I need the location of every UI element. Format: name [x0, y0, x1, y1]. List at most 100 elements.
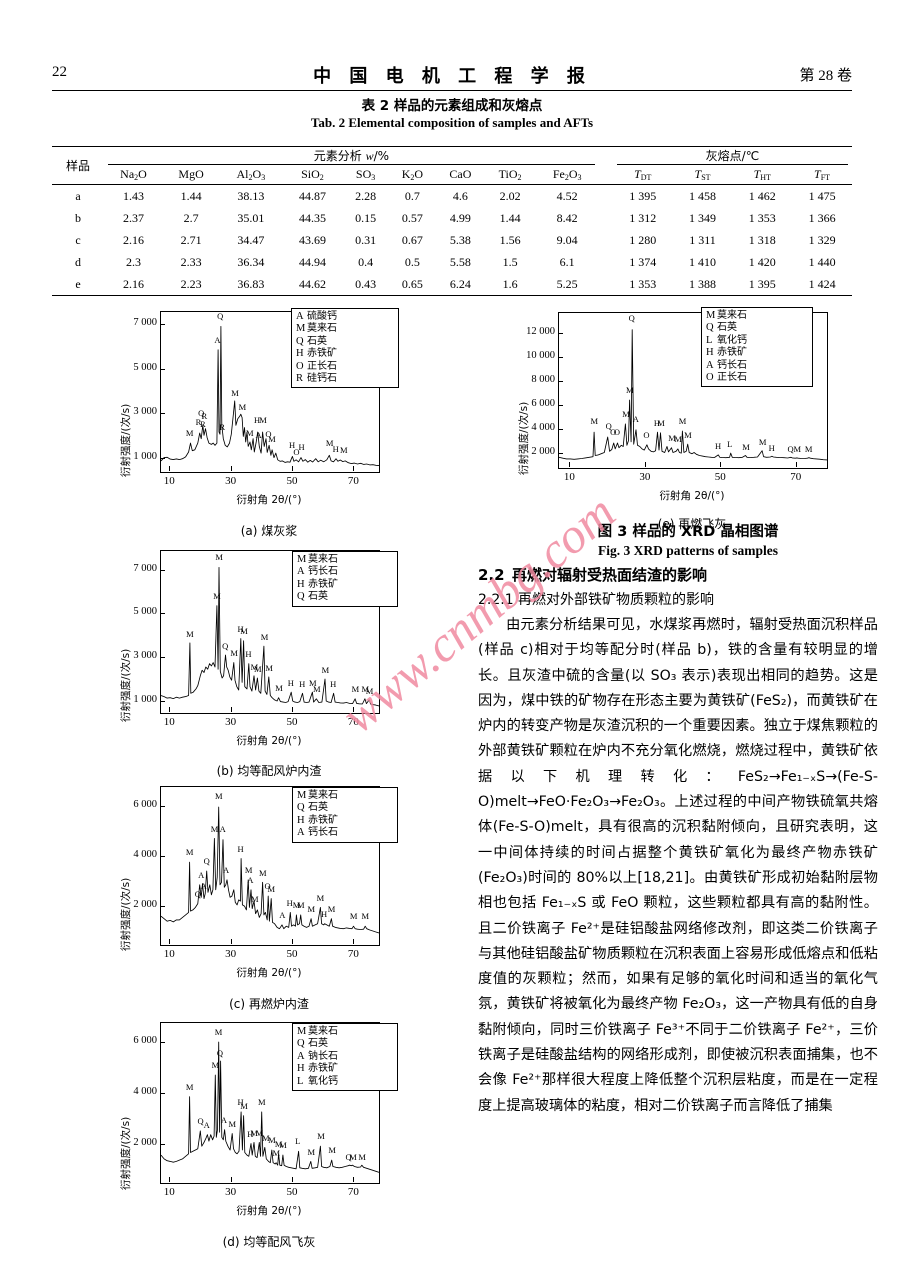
x-tick-label: 30	[225, 1186, 237, 1198]
x-tick-label: 70	[347, 948, 359, 960]
col-tht: THT	[753, 167, 771, 182]
x-tick-label: 50	[286, 948, 298, 960]
legend-item: H 赤铁矿	[297, 578, 338, 590]
x-tick-label: 70	[347, 716, 359, 728]
xrd-trace-e	[559, 329, 827, 461]
y-tick-label: 3 000	[133, 406, 157, 418]
legend-item: M 莫来石	[296, 323, 337, 335]
running-header: 22 中 国 电 机 工 程 学 报 第 28 卷	[52, 62, 852, 92]
peak-label-M: M	[349, 1151, 357, 1162]
legend-item: Q 石英	[706, 322, 737, 334]
peak-label-H: H	[768, 442, 775, 453]
peak-label-A: A	[220, 1114, 227, 1125]
peak-label-M: M	[758, 436, 767, 447]
y-tick-mark	[160, 457, 165, 459]
peak-label-M: M	[742, 441, 750, 452]
peak-label-H: H	[237, 843, 244, 854]
figure-caption-cn: 图 3 样品的 XRD 晶相图谱	[597, 524, 779, 540]
cell-value: 1 312	[629, 210, 657, 225]
x-tick-mark	[353, 939, 355, 944]
cell-value: 5.25	[535, 273, 599, 296]
cell-value: 0.15	[355, 210, 377, 225]
cell-value: 0.43	[342, 273, 389, 296]
legend-item: R 硅钙石	[296, 373, 337, 385]
peak-label-M: M	[351, 684, 360, 695]
legend-b: M 莫来石 A 钙长石 H 赤铁矿 Q 石英	[292, 551, 398, 607]
peak-label-M: M	[213, 591, 221, 602]
legend-symbol: M	[297, 554, 307, 565]
legend-symbol: A	[297, 827, 305, 839]
peak-label-M: M	[272, 1147, 280, 1158]
peak-label-H: H	[320, 908, 328, 919]
legend-item: H 赤铁矿	[297, 814, 338, 826]
cell-value: 1 440	[808, 254, 836, 269]
y-tick-label: 1 000	[133, 694, 157, 706]
x-tick-mark	[169, 1177, 171, 1182]
col-al2o3: Al2O3	[236, 167, 266, 182]
y-tick-label: 2 000	[133, 1136, 157, 1148]
y-tick-label: 7 000	[133, 562, 157, 574]
peak-label-M: M	[312, 684, 321, 695]
peak-label-M: M	[262, 1132, 270, 1143]
peak-label-M: M	[279, 1140, 287, 1151]
table-column-header-row: Na2O MgO Al2O3 SiO2 SO3 K2O CaO TiO2 Fe2…	[52, 165, 852, 185]
volume-label: 第 28 卷	[799, 68, 852, 84]
peak-label-M: M	[668, 433, 676, 444]
x-tick-label: 70	[347, 1186, 359, 1198]
y-tick-mark	[160, 1093, 165, 1095]
cell-value: 0.57	[401, 210, 423, 225]
y-tick-mark	[558, 381, 563, 383]
peak-label-H: H	[286, 897, 293, 908]
body-paragraph-text: 由元素分析结果可见，水煤浆再燃时，辐射受热面沉积样品(样品 c)相对于均等配分时…	[478, 617, 878, 1114]
cell-value: 1.44	[499, 210, 521, 225]
xrd-trace-c	[161, 806, 379, 934]
peak-label-H: H	[332, 444, 339, 455]
legend-item: A 钙长石	[706, 359, 747, 371]
peak-label-M: M	[260, 631, 269, 642]
peak-label-M: M	[316, 892, 325, 903]
x-tick-mark	[353, 707, 355, 712]
peak-label-M: M	[274, 1138, 283, 1149]
peak-label-M: M	[339, 445, 348, 456]
peak-label-M: M	[254, 663, 262, 674]
cell-value: 1 280	[629, 232, 657, 247]
cell-value: 34.47	[237, 232, 265, 247]
cell-value: 1 475	[792, 184, 852, 207]
legend-d: M 莫来石 Q 石英 A 钠长石 H 赤铁矿 L 氧化钙	[292, 1023, 398, 1092]
header-rule	[52, 90, 852, 91]
peak-label-M: M	[259, 415, 267, 426]
legend-symbol: A	[706, 359, 714, 371]
y-tick-label: 5 000	[133, 361, 157, 373]
cell-value: 4.52	[535, 184, 599, 207]
peak-label-L: L	[295, 1136, 301, 1147]
peak-label-M: M	[246, 427, 254, 438]
y-tick-mark	[160, 856, 165, 858]
y-tick-mark	[558, 405, 563, 406]
legend-symbol: Q	[297, 591, 305, 603]
peak-label-M: M	[349, 911, 358, 922]
cell-value: 1 424	[792, 273, 852, 296]
sublabel-a: (a) 煤灰浆	[240, 524, 298, 538]
cell-value: 1.44	[163, 184, 220, 207]
legend-symbol: M	[297, 1026, 307, 1037]
table-header-sample: 样品	[52, 146, 104, 185]
x-tick-label: 50	[286, 716, 298, 728]
peak-label-R: R	[199, 418, 206, 429]
cell-value: 2.7	[183, 210, 199, 225]
y-tick-mark	[160, 413, 165, 415]
x-tick-mark	[292, 939, 294, 944]
y-tick-label: 3 000	[133, 650, 157, 662]
legend-symbol: H	[296, 348, 304, 360]
x-tick-mark	[292, 707, 294, 712]
col-cao: CaO	[449, 167, 472, 181]
legend-symbol: O	[296, 360, 304, 372]
peak-label-M: M	[622, 408, 630, 419]
peak-label-M: M	[258, 867, 267, 878]
peak-label-M: M	[215, 552, 223, 563]
legend-item: M 莫来石	[297, 1026, 338, 1037]
y-tick-label: 1 000	[133, 450, 157, 462]
